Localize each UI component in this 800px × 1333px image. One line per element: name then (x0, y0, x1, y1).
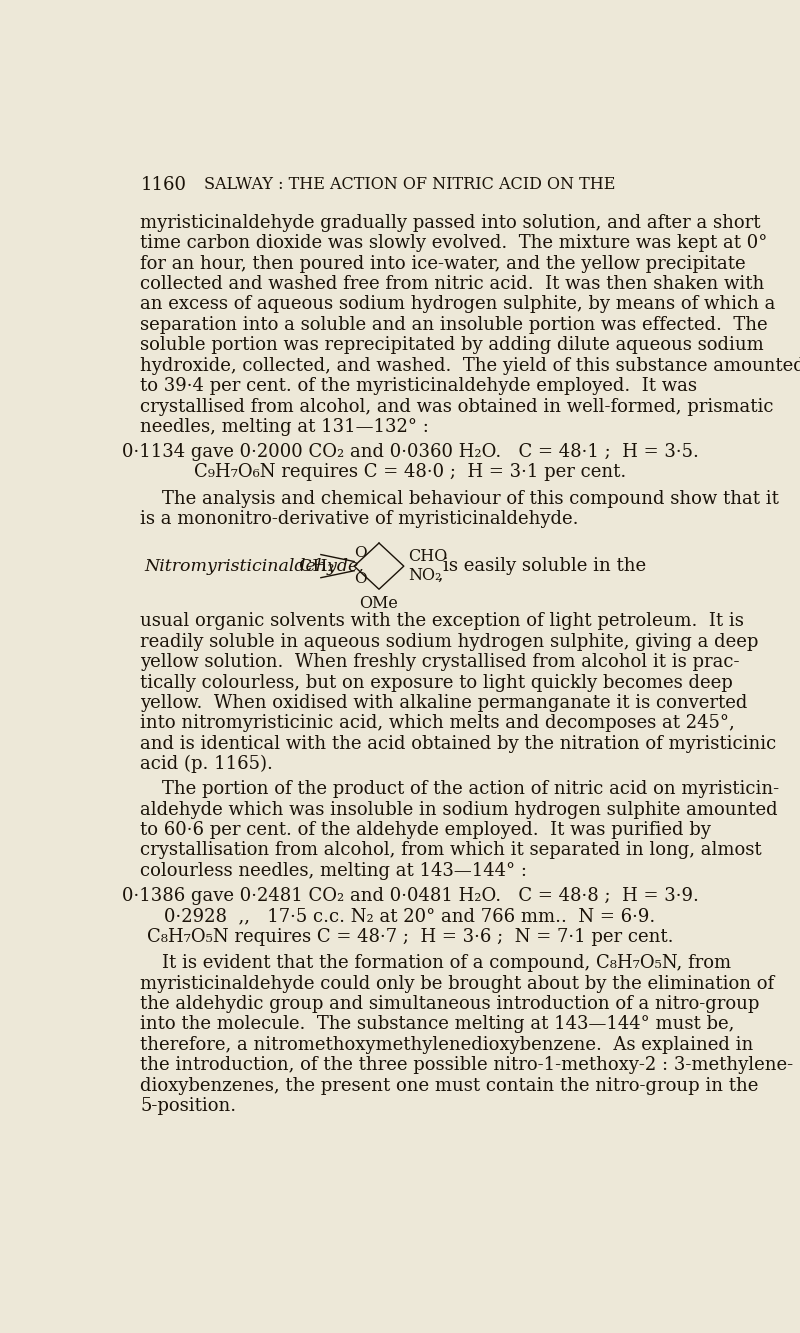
Text: to 39·4 per cent. of the myristicinaldehyde employed.  It was: to 39·4 per cent. of the myristicinaldeh… (140, 377, 698, 395)
Text: collected and washed free from nitric acid.  It was then shaken with: collected and washed free from nitric ac… (140, 275, 765, 293)
Text: time carbon dioxide was slowly evolved.  The mixture was kept at 0°: time carbon dioxide was slowly evolved. … (140, 235, 768, 252)
Text: aldehyde which was insoluble in sodium hydrogen sulphite amounted: aldehyde which was insoluble in sodium h… (140, 801, 778, 818)
Text: is easily soluble in the: is easily soluble in the (443, 557, 646, 575)
Text: 1160: 1160 (140, 176, 186, 193)
Text: into the molecule.  The substance melting at 143—144° must be,: into the molecule. The substance melting… (140, 1016, 734, 1033)
Text: the aldehydic group and simultaneous introduction of a nitro-group: the aldehydic group and simultaneous int… (140, 994, 760, 1013)
Text: yellow solution.  When freshly crystallised from alcohol it is prac-: yellow solution. When freshly crystallis… (140, 653, 740, 670)
Text: CH₂: CH₂ (299, 557, 334, 575)
Text: The portion of the product of the action of nitric acid on myristicin-: The portion of the product of the action… (162, 780, 779, 798)
Text: usual organic solvents with the exception of light petroleum.  It is: usual organic solvents with the exceptio… (140, 612, 744, 631)
Text: SALWAY : THE ACTION OF NITRIC ACID ON THE: SALWAY : THE ACTION OF NITRIC ACID ON TH… (204, 176, 616, 193)
Text: acid (p. 1165).: acid (p. 1165). (140, 756, 273, 773)
Text: O: O (354, 547, 366, 560)
Text: and is identical with the acid obtained by the nitration of myristicinic: and is identical with the acid obtained … (140, 734, 777, 753)
Text: myristicinaldehyde could only be brought about by the elimination of: myristicinaldehyde could only be brought… (140, 974, 774, 993)
Text: an excess of aqueous sodium hydrogen sulphite, by means of which a: an excess of aqueous sodium hydrogen sul… (140, 296, 776, 313)
Text: for an hour, then poured into ice-water, and the yellow precipitate: for an hour, then poured into ice-water,… (140, 255, 746, 273)
Text: O: O (354, 572, 366, 587)
Text: the introduction, of the three possible nitro-1-methoxy-2 : 3-methylene-: the introduction, of the three possible … (140, 1056, 794, 1074)
Text: soluble portion was reprecipitated by adding dilute aqueous sodium: soluble portion was reprecipitated by ad… (140, 336, 764, 355)
Text: 0·1134 gave 0·2000 CO₂ and 0·0360 H₂O.   C = 48·1 ;  H = 3·5.: 0·1134 gave 0·2000 CO₂ and 0·0360 H₂O. C… (122, 443, 698, 461)
Text: CHO: CHO (409, 548, 448, 565)
Text: separation into a soluble and an insoluble portion was effected.  The: separation into a soluble and an insolub… (140, 316, 768, 333)
Text: crystallisation from alcohol, from which it separated in long, almost: crystallisation from alcohol, from which… (140, 841, 762, 860)
Text: tically colourless, but on exposure to light quickly becomes deep: tically colourless, but on exposure to l… (140, 673, 733, 692)
Text: needles, melting at 131—132° :: needles, melting at 131—132° : (140, 419, 429, 436)
Text: 0·2928  ,,   17·5 c.c. N₂ at 20° and 766 mm..  N = 6·9.: 0·2928 ,, 17·5 c.c. N₂ at 20° and 766 mm… (164, 908, 656, 925)
Text: therefore, a nitromethoxymethylenedioxybenzene.  As explained in: therefore, a nitromethoxymethylenedioxyb… (140, 1036, 754, 1054)
Text: crystallised from alcohol, and was obtained in well-formed, prismatic: crystallised from alcohol, and was obtai… (140, 397, 774, 416)
Text: 0·1386 gave 0·2481 CO₂ and 0·0481 H₂O.   C = 48·8 ;  H = 3·9.: 0·1386 gave 0·2481 CO₂ and 0·0481 H₂O. C… (122, 886, 698, 905)
Text: into nitromyristicinic acid, which melts and decomposes at 245°,: into nitromyristicinic acid, which melts… (140, 714, 735, 732)
Text: dioxybenzenes, the present one must contain the nitro-group in the: dioxybenzenes, the present one must cont… (140, 1077, 758, 1094)
Text: readily soluble in aqueous sodium hydrogen sulphite, giving a deep: readily soluble in aqueous sodium hydrog… (140, 633, 758, 651)
Text: yellow.  When oxidised with alkaline permanganate it is converted: yellow. When oxidised with alkaline perm… (140, 694, 748, 712)
Text: colourless needles, melting at 143—144° :: colourless needles, melting at 143—144° … (140, 862, 527, 880)
Text: hydroxide, collected, and washed.  The yield of this substance amounted: hydroxide, collected, and washed. The yi… (140, 357, 800, 375)
Text: ,: , (437, 567, 442, 584)
Text: OMe: OMe (359, 595, 398, 612)
Text: C₈H₇O₅N requires C = 48·7 ;  H = 3·6 ;  N = 7·1 per cent.: C₈H₇O₅N requires C = 48·7 ; H = 3·6 ; N … (146, 928, 674, 945)
Text: 5-position.: 5-position. (140, 1097, 237, 1114)
Text: The analysis and chemical behaviour of this compound show that it: The analysis and chemical behaviour of t… (162, 491, 779, 508)
Text: It is evident that the formation of a compound, C₈H₇O₅N, from: It is evident that the formation of a co… (162, 954, 731, 972)
Text: NO₂: NO₂ (409, 567, 442, 584)
Text: Nitromyristicinaldehyde,: Nitromyristicinaldehyde, (144, 557, 364, 575)
Text: myristicinaldehyde gradually passed into solution, and after a short: myristicinaldehyde gradually passed into… (140, 213, 761, 232)
Text: is a mononitro-derivative of myristicinaldehyde.: is a mononitro-derivative of myristicina… (140, 511, 578, 528)
Text: C₉H₇O₆N requires C = 48·0 ;  H = 3·1 per cent.: C₉H₇O₆N requires C = 48·0 ; H = 3·1 per … (194, 464, 626, 481)
Text: to 60·6 per cent. of the aldehyde employed.  It was purified by: to 60·6 per cent. of the aldehyde employ… (140, 821, 711, 838)
